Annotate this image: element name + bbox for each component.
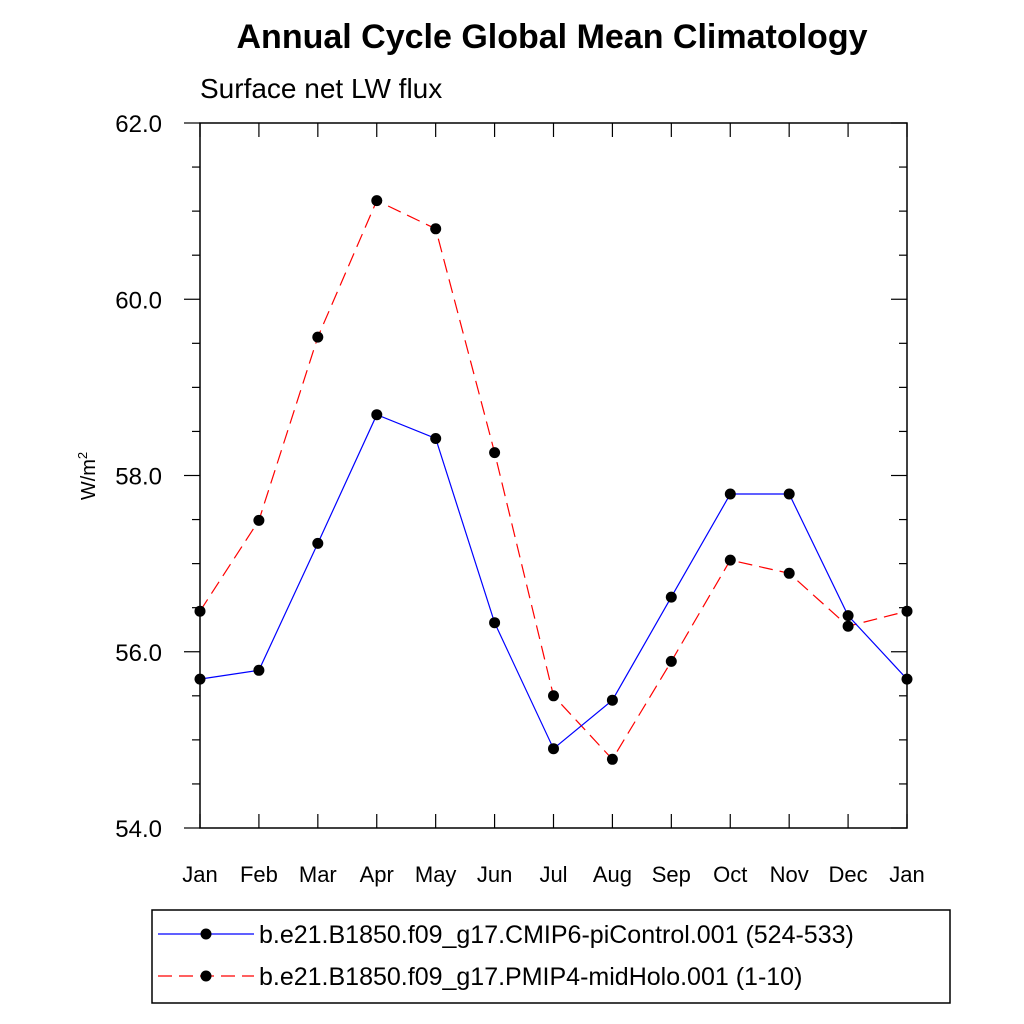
data-point <box>665 655 677 667</box>
data-point <box>371 195 383 207</box>
data-point <box>606 694 618 706</box>
y-axis-label: W/m2 <box>75 452 100 500</box>
y-tick-label: 56.0 <box>115 640 162 667</box>
legend-marker-piControl <box>200 928 212 940</box>
x-tick-label: Sep <box>652 862 691 887</box>
x-tick-label: Jun <box>477 862 512 887</box>
legend-item-midHolo: b.e21.B1850.f09_g17.PMIP4-midHolo.001 (1… <box>158 963 802 991</box>
x-tick-label: Jan <box>889 862 924 887</box>
x-tick-label: Apr <box>360 862 394 887</box>
x-tick-label: Jan <box>182 862 217 887</box>
y-tick-label: 54.0 <box>115 816 162 843</box>
data-point <box>548 743 559 755</box>
y-axis-label-superscript: 2 <box>75 452 90 459</box>
data-point <box>606 753 618 765</box>
plot-frame <box>199 122 908 829</box>
x-tick-label: Nov <box>770 862 809 887</box>
x-tick-label: Mar <box>299 862 337 887</box>
x-tick-label: Oct <box>713 862 747 887</box>
data-point <box>489 447 501 459</box>
data-point <box>842 610 854 622</box>
legend-marker-midHolo <box>200 970 212 982</box>
legend-label-piControl: b.e21.B1850.f09_g17.CMIP6-piControl.001 … <box>259 921 854 949</box>
x-tick-label: Dec <box>829 862 868 887</box>
legend-item-piControl: b.e21.B1850.f09_g17.CMIP6-piControl.001 … <box>158 921 854 949</box>
data-point <box>253 664 265 676</box>
data-point <box>901 605 913 617</box>
data-point <box>194 605 206 617</box>
series-layer <box>194 195 913 765</box>
x-tick-label: May <box>415 862 457 887</box>
x-tick-label: Jul <box>539 862 567 887</box>
data-point <box>548 690 559 702</box>
data-point <box>489 617 501 629</box>
y-tick-label: 62.0 <box>115 111 162 138</box>
chart-title: Annual Cycle Global Mean Climatology <box>237 18 868 56</box>
data-point <box>253 514 265 526</box>
data-point <box>783 567 795 579</box>
data-point <box>901 673 913 685</box>
x-tick-labels: Jan Feb Mar Apr May Jun Jul Aug Sep Oct Nov Dec Jan <box>182 862 924 887</box>
y-tick-labels: 54.0 56.0 58.0 60.0 62.0 <box>115 111 162 843</box>
data-point <box>371 409 383 421</box>
data-point <box>842 620 854 632</box>
data-point <box>194 673 206 685</box>
axis-ticks <box>184 122 908 829</box>
data-point <box>430 223 442 235</box>
data-point <box>724 488 736 500</box>
chart-subtitle: Surface net LW flux <box>200 73 442 104</box>
data-point <box>430 433 442 444</box>
data-point <box>783 488 795 500</box>
x-tick-label: Feb <box>240 862 278 887</box>
y-tick-label: 58.0 <box>115 464 162 491</box>
series-line <box>199 199 908 761</box>
legend-box <box>151 909 951 1004</box>
data-point <box>665 591 677 603</box>
data-point <box>312 331 324 343</box>
data-point <box>724 554 736 566</box>
y-axis-label-text: W/m <box>78 459 100 500</box>
legend-label-midHolo: b.e21.B1850.f09_g17.PMIP4-midHolo.001 (1… <box>259 963 802 991</box>
data-point <box>312 537 324 549</box>
y-tick-label: 60.0 <box>115 287 162 314</box>
x-tick-label: Aug <box>593 862 632 887</box>
